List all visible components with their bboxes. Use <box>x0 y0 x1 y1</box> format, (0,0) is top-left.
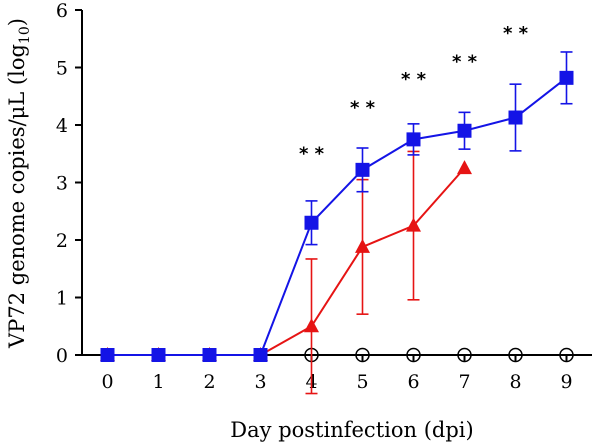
point-open-circle-8 <box>508 347 523 363</box>
x-tick-label-0: 0 <box>101 371 113 393</box>
point-square-5 <box>355 162 370 177</box>
point-square-1 <box>151 348 166 362</box>
y-axis-label-sub: 10 <box>17 26 33 44</box>
series-line-triangle <box>107 167 466 356</box>
point-open-circle-6 <box>406 347 421 363</box>
point-square-8 <box>508 110 523 125</box>
series-line-square <box>107 77 568 356</box>
y-axis-label-main: VP72 genome copies/μL (log <box>5 44 29 349</box>
x-axis-label: Day postinfection (dpi) <box>230 418 473 442</box>
point-square-6 <box>406 132 421 147</box>
significance-marker-7: * * <box>452 52 478 73</box>
point-triangle-6 <box>406 217 421 232</box>
y-axis-label: VP72 genome copies/μL (log10) <box>5 18 33 349</box>
point-square-4 <box>304 215 319 230</box>
y-tick-label-1: 1 <box>56 288 68 310</box>
point-open-circle-9 <box>559 347 574 363</box>
x-tick-label-3: 3 <box>254 371 266 393</box>
x-tick-label-1: 1 <box>152 371 164 393</box>
point-triangle-5 <box>355 238 370 253</box>
y-tick-label-2: 2 <box>56 230 68 252</box>
x-tick-label-6: 6 <box>407 371 419 393</box>
point-square-7 <box>457 123 472 138</box>
x-tick-label-8: 8 <box>509 371 521 393</box>
y-tick-label-4: 4 <box>56 115 68 137</box>
series-square <box>100 51 574 362</box>
significance-marker-5: * * <box>350 98 376 119</box>
point-triangle-4 <box>304 318 319 333</box>
x-tick-label-5: 5 <box>356 371 368 393</box>
point-square-0 <box>100 348 115 362</box>
point-open-circle-7 <box>457 347 472 363</box>
point-open-circle-5 <box>355 347 370 363</box>
series-layer <box>100 51 574 395</box>
annotation-layer: * * * * * * * * * * <box>299 23 529 165</box>
x-tick-label-2: 2 <box>203 371 215 393</box>
point-square-9 <box>559 70 574 85</box>
y-axis-label-end: ) <box>5 18 29 26</box>
x-tick-label-7: 7 <box>458 371 470 393</box>
significance-marker-6: * * <box>401 69 427 90</box>
x-tick-label-9: 9 <box>560 371 572 393</box>
point-triangle-7 <box>457 160 472 175</box>
point-square-3 <box>253 348 268 362</box>
axes: 01234560123456789 <box>56 0 592 393</box>
y-tick-label-0: 0 <box>56 345 68 367</box>
y-tick-label-5: 5 <box>56 58 68 80</box>
significance-marker-8: * * <box>503 23 529 44</box>
significance-marker-4: * * <box>299 144 325 165</box>
point-square-2 <box>202 348 217 362</box>
y-tick-label-6: 6 <box>56 0 68 22</box>
y-tick-label-3: 3 <box>56 173 68 195</box>
